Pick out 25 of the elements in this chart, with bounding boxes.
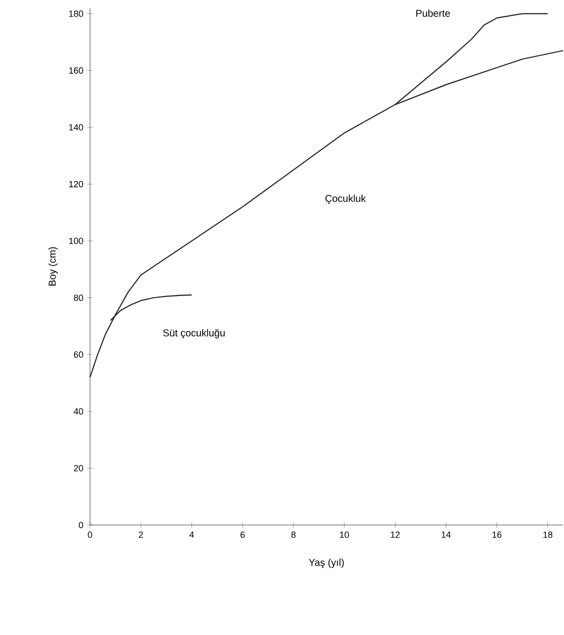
- y-tick-label: 160: [69, 67, 84, 74]
- x-tick-label: 14: [442, 532, 451, 538]
- x-tick-label: 12: [390, 532, 400, 538]
- y-tick-label: 80: [74, 294, 84, 301]
- x-tick-label: 0: [88, 532, 92, 538]
- x-axis-title: Yaş (yıl): [308, 558, 344, 568]
- x-tick-label: 8: [291, 532, 296, 538]
- annotation: Süt çocukluğu: [163, 328, 225, 338]
- y-axis-title: Boy (cm): [48, 247, 58, 286]
- x-tick-label: 2: [138, 532, 143, 538]
- x-tick-label: 6: [240, 532, 245, 538]
- y-tick-label: 60: [74, 351, 84, 358]
- y-tick-label: 20: [74, 465, 84, 472]
- x-tick-label: 10: [340, 532, 349, 538]
- y-tick-label: 140: [69, 124, 84, 130]
- x-tick-label: 4: [189, 532, 194, 538]
- y-tick-label: 40: [74, 408, 84, 415]
- x-tick-label: 18: [543, 532, 552, 538]
- y-tick-label: 120: [69, 180, 84, 188]
- annotation: Çocukluk: [325, 194, 366, 204]
- x-tick-label: 16: [492, 532, 502, 538]
- y-tick-label: 180: [69, 10, 84, 17]
- y-tick-label: 100: [69, 238, 84, 244]
- annotation: Puberte: [416, 10, 450, 17]
- y-tick-label: 0: [78, 522, 84, 528]
